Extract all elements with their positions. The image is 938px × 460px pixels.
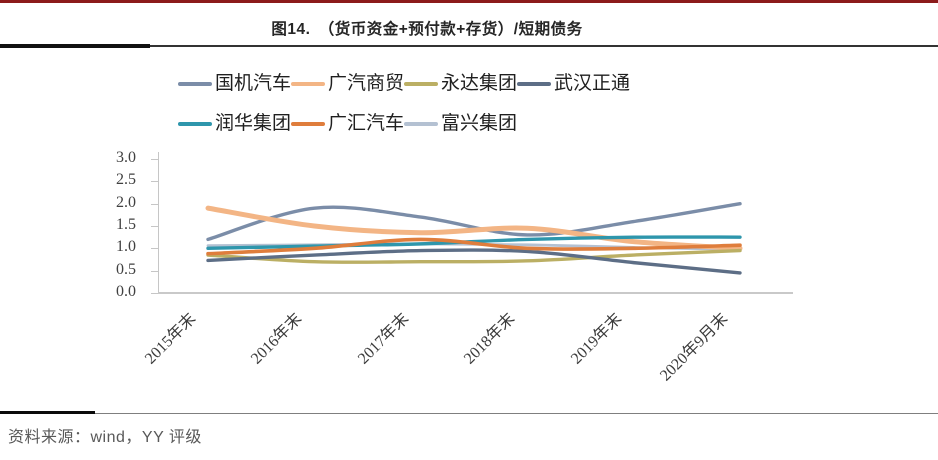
y-axis-tick xyxy=(151,248,158,250)
legend-line-swatch-icon xyxy=(517,82,552,86)
legend-item-label: 广汇汽车 xyxy=(328,113,405,134)
y-axis-tick-label: 2.5 xyxy=(116,171,136,189)
legend-item-label: 润华集团 xyxy=(215,113,292,134)
legend-item: 国机汽车 xyxy=(178,70,291,98)
legend-line-swatch-icon xyxy=(291,122,326,126)
series-line-4 xyxy=(206,248,742,275)
legend-item-label: 永达集团 xyxy=(441,73,518,94)
y-axis-tick xyxy=(151,270,158,272)
series-line-6 xyxy=(206,237,742,256)
y-axis-tick xyxy=(151,181,158,183)
series-line-2 xyxy=(205,205,743,251)
top-red-rule xyxy=(0,0,938,3)
y-axis-tick xyxy=(151,158,158,160)
figure-title: 图14. （货币资金+预付款+存货）/短期债务 xyxy=(271,21,583,38)
legend-line-swatch-icon xyxy=(404,82,439,86)
legend-item-label: 富兴集团 xyxy=(441,113,518,134)
legend-line-swatch-icon xyxy=(291,82,326,86)
legend-line-swatch-icon xyxy=(178,82,212,86)
y-axis-tick-label: 0.5 xyxy=(116,260,136,278)
y-axis-tick-label: 2.0 xyxy=(116,193,136,211)
y-axis-tick-label: 3.0 xyxy=(116,148,136,166)
y-axis-tick-label: 1.5 xyxy=(116,215,136,233)
y-axis-tick xyxy=(151,225,158,227)
series-line-3 xyxy=(206,248,742,264)
footer-divider-accent xyxy=(0,411,95,414)
title-divider xyxy=(150,45,938,47)
legend-item: 永达集团 xyxy=(404,70,517,98)
y-axis-tick xyxy=(151,293,158,294)
chart-legend-row-1: 国机汽车 广汽商贸 永达集团 武汉正通 xyxy=(178,70,630,98)
legend-item: 润华集团 xyxy=(178,110,291,138)
title-divider-accent xyxy=(0,44,150,48)
legend-line-swatch-icon xyxy=(404,122,439,126)
footer-divider xyxy=(95,413,938,414)
chart-legend-row-2: 润华集团 广汇汽车 富兴集团 xyxy=(178,110,517,138)
series-line-1 xyxy=(206,201,742,242)
x-axis-line xyxy=(158,292,793,294)
legend-item: 广汽商贸 xyxy=(291,70,404,98)
source-note: 资料来源：wind，YY 评级 xyxy=(8,429,202,446)
y-axis-tick-label: 1.0 xyxy=(116,238,136,256)
legend-item-label: 武汉正通 xyxy=(554,73,631,94)
legend-item: 武汉正通 xyxy=(517,70,630,98)
legend-item-label: 广汽商贸 xyxy=(328,73,405,94)
legend-item-label: 国机汽车 xyxy=(215,73,292,94)
y-axis-tick-label: 0.0 xyxy=(116,283,136,300)
legend-item: 广汇汽车 xyxy=(291,110,404,138)
legend-line-swatch-icon xyxy=(178,122,212,126)
y-axis-line xyxy=(158,152,159,293)
y-axis-tick xyxy=(151,203,158,205)
legend-item: 富兴集团 xyxy=(404,110,517,138)
